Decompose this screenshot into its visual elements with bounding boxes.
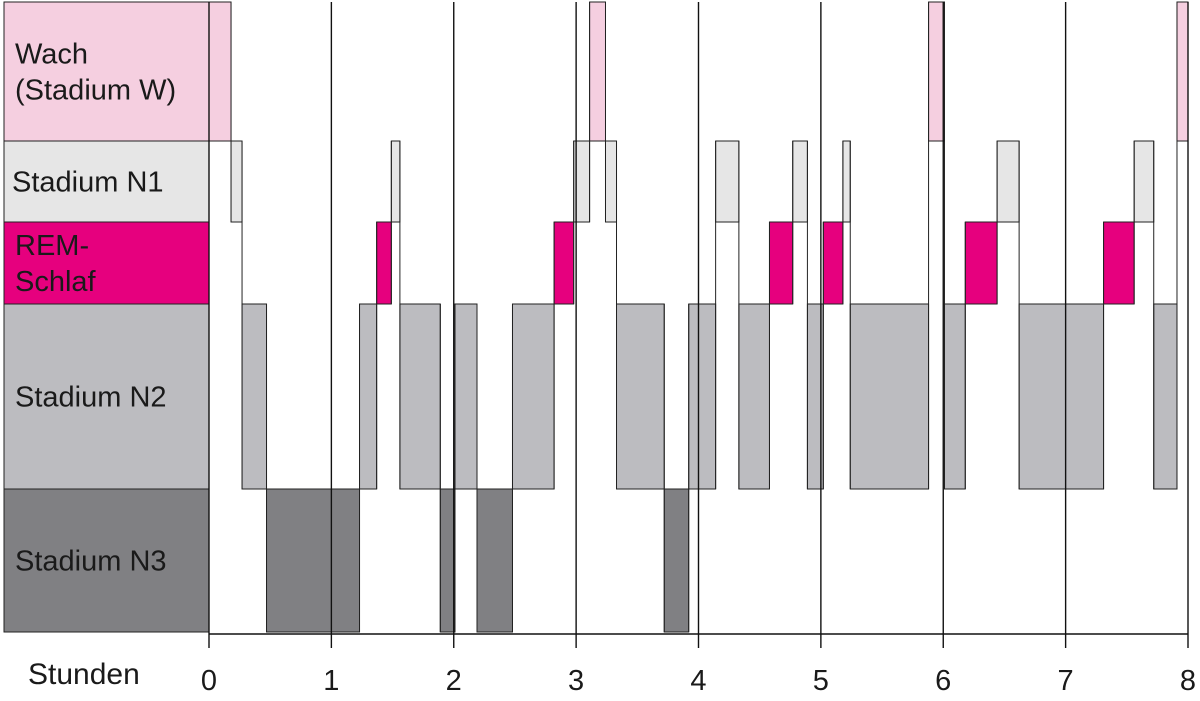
segment-9-n2 (454, 303, 478, 490)
segment-16-n2 (616, 303, 665, 490)
segment-33-n1 (1133, 140, 1155, 223)
stage-label-w-line-1: (Stadium W) (15, 75, 176, 107)
segment-12-rem (553, 221, 575, 305)
segment-1-n1 (230, 140, 243, 223)
stage-label-n3-line-0: Stadium N3 (15, 546, 167, 578)
segment-4-n2 (359, 303, 378, 490)
segment-28-n2 (943, 303, 966, 490)
stage-label-n2-line-0: Stadium N2 (15, 382, 167, 414)
stage-label-rem-line-0: REM- (15, 230, 89, 262)
segment-5-rem (376, 221, 392, 305)
stage-segments (208, 1, 1189, 633)
stage-label-cell-n2 (3, 303, 210, 490)
segment-34-n2 (1153, 303, 1178, 490)
x-tick-label-5: 5 (813, 665, 829, 697)
stage-label-n1-line-0: Stadium N1 (12, 167, 164, 199)
segment-24-rem (822, 221, 844, 305)
x-tick-label-6: 6 (935, 665, 951, 697)
hour-gridlines (208, 2, 1189, 648)
x-tick-label-1: 1 (323, 665, 339, 697)
stage-label-cell-n3 (3, 488, 210, 633)
segment-6-n1 (390, 140, 401, 223)
x-tick-label-4: 4 (690, 665, 706, 697)
stage-label-cell-w (3, 1, 210, 142)
segment-26-n2 (849, 303, 930, 490)
x-axis-ticks: 0 1 2 3 4 5 6 7 8 (201, 665, 1196, 697)
segment-20-n2 (738, 303, 770, 490)
segment-17-n3 (663, 488, 690, 633)
segment-32-rem (1103, 221, 1135, 305)
segment-11-n2 (511, 303, 555, 490)
segment-18-n2 (688, 303, 717, 490)
x-tick-label-7: 7 (1058, 665, 1074, 697)
x-tick-label-2: 2 (446, 665, 462, 697)
x-axis-title: Stunden (28, 658, 140, 691)
segment-2-n2 (241, 303, 268, 490)
x-tick-label-8: 8 (1180, 665, 1196, 697)
x-tick-label-3: 3 (568, 665, 584, 697)
segment-19-n1 (715, 140, 740, 223)
segment-10-n3 (476, 488, 513, 633)
segment-8-n3 (439, 488, 456, 633)
stage-label-cell-rem (3, 221, 210, 305)
segment-25-n1 (842, 140, 851, 223)
segment-29-rem (964, 221, 998, 305)
stage-label-rem-line-1: Schlaf (15, 266, 97, 298)
segment-31-n2 (1018, 303, 1105, 490)
segment-0-w (208, 1, 232, 142)
segment-35-w (1176, 1, 1189, 142)
x-tick-label-0: 0 (201, 665, 217, 697)
segment-21-rem (768, 221, 794, 305)
segment-27-w (928, 1, 945, 142)
segment-30-n1 (996, 140, 1020, 223)
segment-22-n1 (792, 140, 808, 223)
segment-3-n3 (266, 488, 361, 633)
segment-15-n1 (604, 140, 618, 223)
segment-14-w (589, 1, 606, 142)
stage-label-column: Wach (Stadium W) Stadium N1 REM- Schlaf Stadi… (3, 1, 210, 633)
stage-label-w-line-0: Wach (15, 39, 88, 71)
stage-label-cell-n1 (3, 140, 210, 223)
segment-7-n2 (399, 303, 441, 490)
